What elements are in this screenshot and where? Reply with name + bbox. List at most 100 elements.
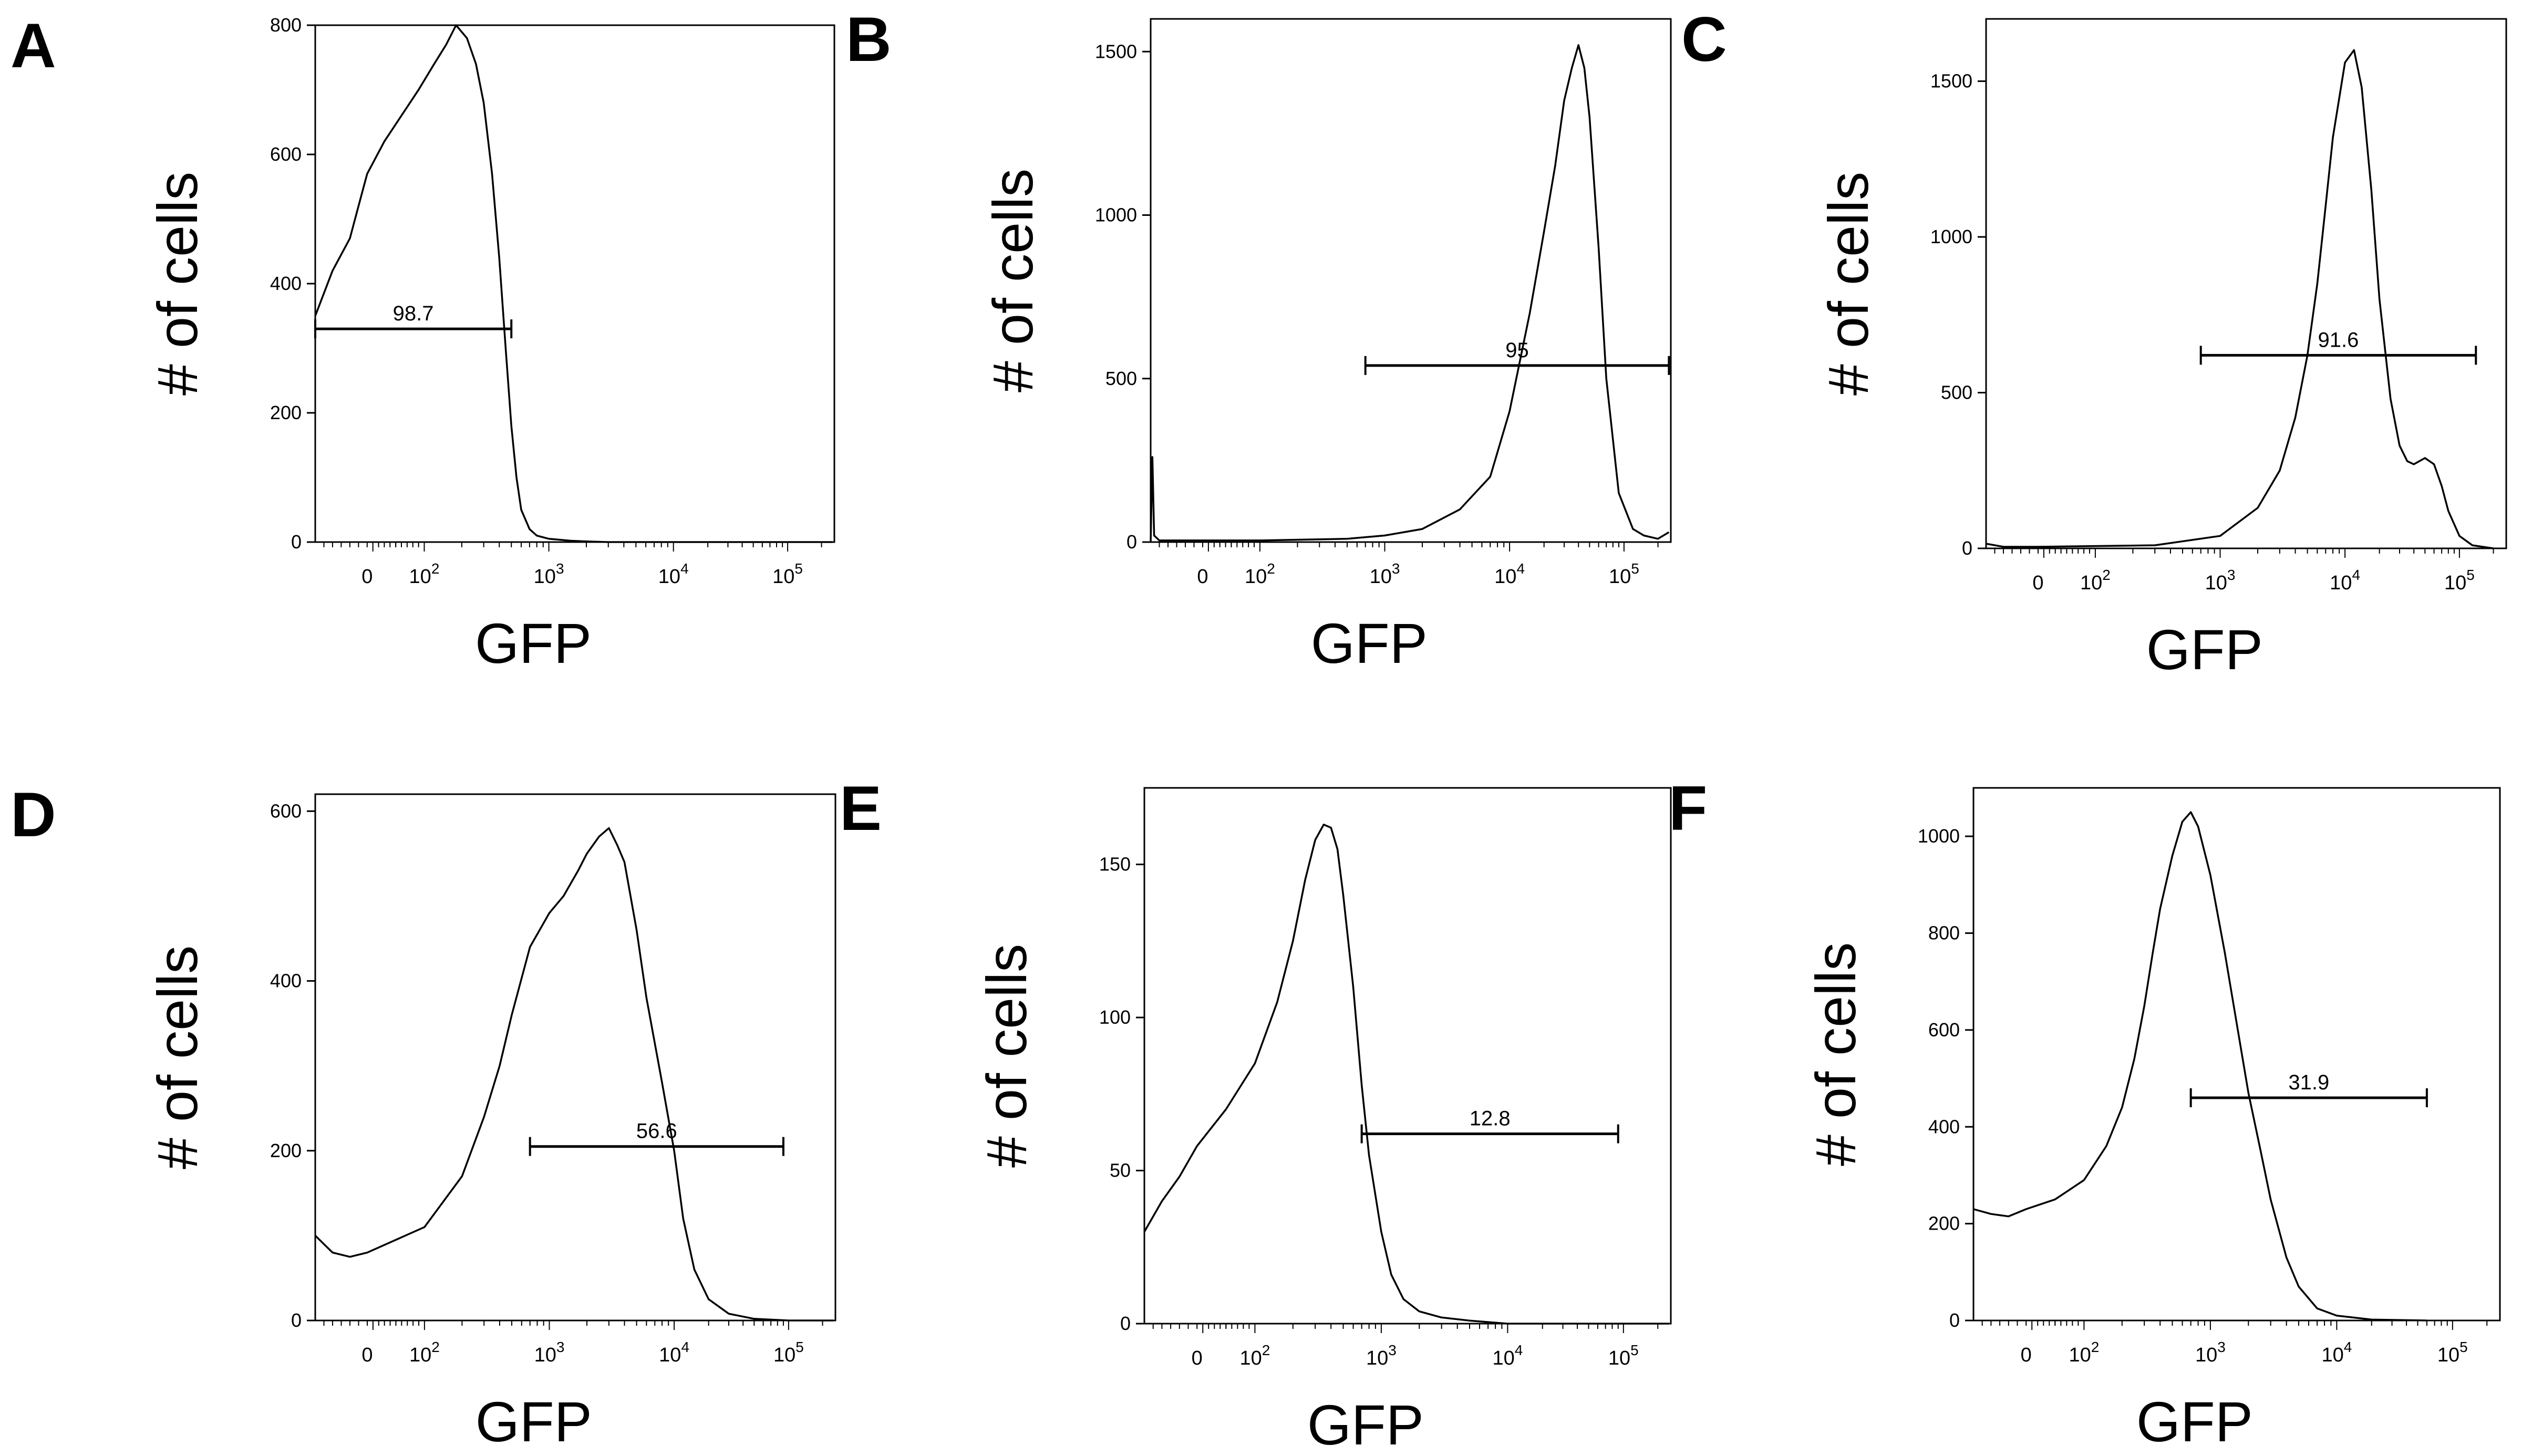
panel-letter: B [846, 4, 892, 75]
plot-frame [1150, 18, 1672, 543]
y-tick-label: 600 [1928, 1019, 1960, 1041]
panel-e: E 0 50 100 150 0 102 103 104 105 GFP # of cells 12.8 [840, 773, 1672, 1456]
panel-letter: E [840, 773, 882, 844]
y-tick-label: 400 [1928, 1116, 1960, 1137]
plot-frame [314, 24, 835, 543]
gate-percent-label: 91.6 [2318, 328, 2359, 351]
x-tick-label: 102 [1245, 560, 1275, 588]
y-tick-label: 0 [1120, 1313, 1131, 1334]
x-axis-label: GFP [2146, 618, 2263, 681]
x-axis-label: GFP [475, 611, 592, 675]
y-tick-label: 150 [1099, 854, 1131, 875]
y-tick-label: 600 [270, 800, 302, 821]
panel-c: C 0 500 1000 1500 0 102 103 104 105 GFP # of cells 9… [1681, 4, 2507, 681]
y-tick-label: 400 [270, 273, 302, 294]
y-tick-label: 100 [1099, 1006, 1131, 1028]
histogram-line [1143, 824, 1669, 1325]
plot-frame [314, 793, 836, 1322]
x-tick-label: 105 [773, 1339, 804, 1366]
y-axis-label: # of cells [975, 944, 1038, 1168]
y-tick-label: 200 [270, 1140, 302, 1161]
x-tick-label: 104 [659, 1339, 689, 1366]
gate-percent-label: 95 [1505, 339, 1529, 362]
x-tick-label: 102 [409, 560, 440, 588]
histogram-line [314, 24, 833, 543]
panel-letter: F [1669, 773, 1707, 844]
x-axis-label: GFP [476, 1390, 592, 1453]
y-axis-label: # of cells [146, 172, 209, 396]
panel-letter: C [1681, 4, 1727, 75]
x-tick-label: 104 [1494, 560, 1525, 588]
x-tick-label: 102 [409, 1339, 440, 1366]
y-tick-label: 500 [1941, 382, 1972, 403]
x-tick-label: 102 [2080, 567, 2111, 594]
y-tick-label: 1500 [1930, 70, 1972, 92]
histogram-line [1986, 49, 2494, 549]
y-axis-label: # of cells [1804, 942, 1867, 1166]
x-axis-label: GFP [1307, 1393, 1424, 1456]
y-tick-label: 800 [270, 14, 302, 36]
panel-letter: A [11, 11, 56, 81]
y-tick-label: 200 [1928, 1213, 1960, 1234]
x-tick-label: 0 [2021, 1344, 2032, 1366]
x-axis-label: GFP [1311, 611, 1428, 675]
x-tick-label: 105 [2437, 1339, 2468, 1366]
histogram-line [1150, 44, 1670, 543]
y-tick-label: 50 [1110, 1160, 1131, 1181]
y-tick-label: 600 [270, 143, 302, 165]
y-tick-label: 0 [1949, 1309, 1960, 1331]
panel-b: B 0 500 1000 1500 0 102 103 104 105 GFP # of cells 9… [846, 4, 1672, 675]
plot-frame [1985, 18, 2507, 549]
y-tick-label: 1500 [1095, 40, 1137, 62]
x-tick-label: 0 [361, 1344, 373, 1366]
x-tick-label: 103 [2195, 1339, 2226, 1366]
x-tick-label: 103 [534, 560, 564, 588]
y-tick-label: 0 [291, 1309, 302, 1331]
x-tick-label: 105 [1608, 1342, 1639, 1369]
histogram-line [314, 827, 834, 1322]
panel-d: D 0 200 400 600 0 102 103 104 105 GFP # of cells 56.… [11, 779, 836, 1453]
gate-percent-label: 12.8 [1470, 1107, 1511, 1130]
panel-a: A 0 200 400 600 800 0 102 103 104 105 GFP # of cells… [11, 11, 835, 675]
y-tick-label: 400 [270, 970, 302, 992]
y-tick-label: 1000 [1095, 204, 1137, 226]
y-axis-label: # of cells [981, 169, 1045, 392]
y-axis-label: # of cells [1816, 172, 1880, 396]
x-tick-label: 0 [2032, 572, 2043, 594]
y-tick-label: 0 [291, 531, 302, 553]
x-tick-label: 104 [2321, 1339, 2352, 1366]
plot-frame [1143, 787, 1672, 1325]
panel-f: F 0 200 400 600 800 1000 0 102 103 104 105 GFP # of c… [1669, 773, 2501, 1453]
x-tick-label: 102 [2069, 1339, 2099, 1366]
x-tick-label: 103 [1370, 560, 1400, 588]
y-tick-label: 1000 [1918, 825, 1960, 847]
x-tick-label: 105 [1609, 560, 1639, 588]
y-axis-label: # of cells [146, 945, 209, 1169]
gate-percent-label: 98.7 [393, 302, 434, 325]
x-tick-label: 103 [1366, 1342, 1397, 1369]
x-tick-label: 104 [2330, 567, 2360, 594]
gate-percent-label: 31.9 [2288, 1071, 2329, 1094]
x-axis-label: GFP [2136, 1390, 2253, 1453]
y-tick-label: 0 [1126, 531, 1137, 553]
x-tick-label: 104 [658, 560, 689, 588]
histogram-line [1973, 811, 2427, 1322]
x-tick-label: 0 [361, 566, 373, 588]
y-tick-label: 1000 [1930, 226, 1972, 247]
plot-frame [1972, 787, 2501, 1322]
y-tick-label: 0 [1962, 537, 1972, 559]
x-tick-label: 105 [2444, 567, 2475, 594]
x-tick-label: 102 [1239, 1342, 1270, 1369]
gate-percent-label: 56.6 [636, 1120, 677, 1143]
x-tick-label: 104 [1492, 1342, 1523, 1369]
y-tick-label: 800 [1928, 922, 1960, 944]
x-tick-label: 0 [1192, 1347, 1203, 1369]
x-tick-label: 103 [2205, 567, 2236, 594]
x-tick-label: 105 [772, 560, 803, 588]
panel-letter: D [11, 779, 56, 850]
x-tick-label: 0 [1197, 566, 1208, 588]
y-tick-label: 200 [270, 402, 302, 423]
x-tick-label: 103 [534, 1339, 565, 1366]
